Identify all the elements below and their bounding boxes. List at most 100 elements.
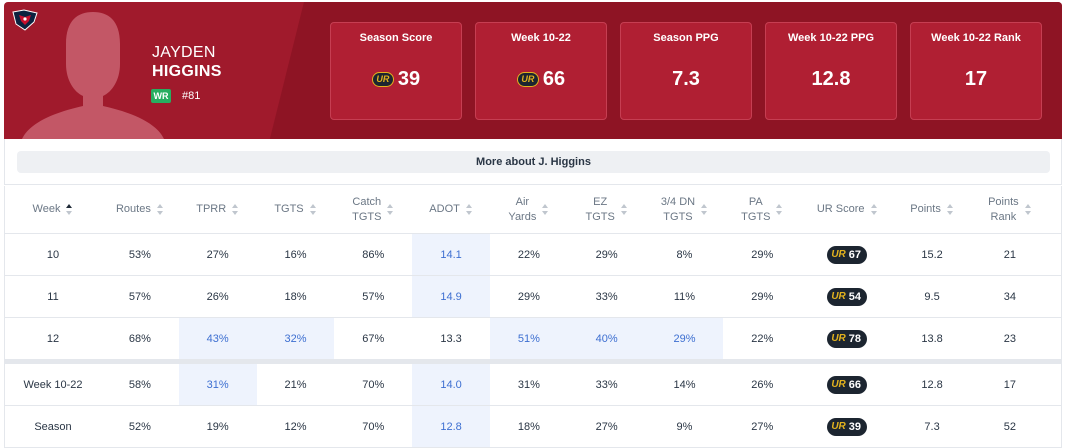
table-cell: 22% bbox=[751, 332, 774, 345]
column-header[interactable]: 3/4 DN TGTS bbox=[646, 186, 724, 233]
table-cell: Season bbox=[34, 420, 72, 433]
table-cell: 11 bbox=[47, 290, 59, 303]
ur-logo-text: UR bbox=[376, 73, 390, 84]
table-row: 11 57% 26% 18% 57% 14.9 29% 33% 11% 29% UR 54 9.5 34 bbox=[5, 276, 1061, 318]
table-cell: 32% bbox=[256, 318, 335, 359]
stat-card-value: 66 bbox=[542, 67, 566, 90]
table-cell: 31% bbox=[178, 364, 257, 405]
table-cell: 27% bbox=[595, 420, 618, 433]
column-header-label: 3/4 DN TGTS bbox=[661, 195, 695, 225]
column-header[interactable]: Points Rank bbox=[971, 186, 1049, 233]
column-header[interactable]: TGTS bbox=[257, 186, 335, 233]
player-header: JAYDEN HIGGINS WR #81 Season Score UR 39 We… bbox=[4, 2, 1062, 139]
table-cell: 86% bbox=[362, 248, 385, 261]
column-header-line: PA bbox=[748, 195, 763, 208]
table-cell: Week 10-22 bbox=[23, 378, 83, 391]
player-first-name: JAYDEN bbox=[152, 44, 216, 61]
column-header-line: Week bbox=[32, 203, 61, 215]
ur-logo-icon: UR bbox=[831, 333, 846, 344]
table-cell: 40% bbox=[567, 318, 646, 359]
more-about-button[interactable]: More about J. Higgins bbox=[17, 151, 1050, 173]
sort-arrows-icon[interactable] bbox=[66, 204, 73, 215]
table-cell: 29% bbox=[645, 318, 724, 359]
ur-logo-icon: UR bbox=[831, 249, 846, 260]
table-cell: 9% bbox=[676, 420, 693, 433]
sort-arrows-icon[interactable] bbox=[156, 204, 164, 215]
player-silhouette bbox=[22, 12, 164, 139]
stat-card-week-10-22-ppg: Week 10-22 PPG 12.8 bbox=[765, 22, 897, 120]
stat-card-label: Season PPG bbox=[653, 32, 719, 44]
stat-card-label: Season Score bbox=[359, 32, 433, 44]
column-header-line: Catch bbox=[352, 195, 382, 208]
column-header[interactable]: UR Score bbox=[801, 186, 893, 233]
sort-arrows-icon[interactable] bbox=[701, 204, 708, 215]
column-header-label: EZ TGTS bbox=[586, 195, 615, 225]
sort-arrows-icon[interactable] bbox=[776, 204, 783, 215]
column-header-line: 3/4 DN bbox=[660, 195, 696, 208]
sort-arrows-icon[interactable] bbox=[232, 204, 239, 215]
table-cell: 53% bbox=[128, 248, 151, 261]
stat-card-value: 7.3 bbox=[672, 67, 700, 90]
sort-arrows-icon[interactable] bbox=[309, 204, 317, 215]
stat-card-value-row: UR 66 bbox=[476, 68, 606, 90]
table-cell: 29% bbox=[751, 290, 774, 303]
sort-arrows-icon[interactable] bbox=[465, 204, 473, 215]
column-header-line: Points bbox=[988, 195, 1019, 208]
column-header[interactable]: Points bbox=[893, 186, 971, 233]
stat-card-label: Week 10-22 Rank bbox=[931, 32, 1021, 44]
column-header-label: Points bbox=[910, 202, 941, 217]
ur-logo-icon: UR bbox=[831, 291, 846, 302]
table-cell: 27% bbox=[751, 420, 774, 433]
sort-arrows-icon[interactable] bbox=[870, 204, 878, 215]
sort-arrows-icon[interactable] bbox=[542, 204, 549, 215]
table-cell: 12.8 bbox=[921, 378, 943, 391]
table-cell: 58% bbox=[128, 378, 151, 391]
sort-arrows-icon[interactable] bbox=[620, 204, 628, 215]
column-header[interactable]: Week bbox=[5, 186, 101, 233]
table-cell: 70% bbox=[362, 378, 385, 391]
table-cell: 13.8 bbox=[921, 332, 943, 345]
column-header[interactable]: Air Yards bbox=[490, 186, 568, 233]
stat-card-value-row: UR 39 bbox=[331, 68, 461, 90]
column-header[interactable]: Routes bbox=[101, 186, 179, 233]
table-cell: 57% bbox=[128, 290, 151, 303]
table-cell: 34 bbox=[1003, 290, 1016, 303]
table-cell: UR 39 bbox=[801, 406, 893, 447]
table-cell: 9.5 bbox=[924, 290, 940, 303]
column-header[interactable]: TPRR bbox=[179, 186, 257, 233]
ur-score-value: 39 bbox=[848, 420, 862, 433]
column-header-line: Points bbox=[910, 203, 941, 215]
column-header[interactable]: EZ TGTS bbox=[568, 186, 646, 233]
table-cell: 18% bbox=[517, 420, 540, 433]
table-cell: UR 78 bbox=[801, 318, 893, 359]
column-header[interactable]: PA TGTS bbox=[723, 186, 801, 233]
ur-score-value: 54 bbox=[848, 290, 862, 303]
sort-arrows-icon[interactable] bbox=[1024, 204, 1032, 215]
column-header[interactable]: ADOT bbox=[412, 186, 490, 233]
table-cell: 43% bbox=[178, 318, 257, 359]
column-header-label: TPRR bbox=[196, 202, 226, 217]
table-cell: 33% bbox=[595, 378, 618, 391]
ur-score-value: 67 bbox=[848, 248, 862, 261]
column-header[interactable]: Catch TGTS bbox=[334, 186, 412, 233]
table-cell: 26% bbox=[206, 290, 229, 303]
stat-card-value-row: 7.3 bbox=[621, 68, 751, 90]
column-header-line: Rank bbox=[990, 210, 1017, 223]
table-cell: 11% bbox=[673, 290, 696, 303]
column-header-line: Air bbox=[515, 195, 530, 208]
jersey-number: #81 bbox=[182, 90, 201, 102]
table-cell: 33% bbox=[595, 290, 618, 303]
column-header-line: TGTS bbox=[352, 210, 382, 223]
player-last-name: HIGGINS bbox=[152, 63, 222, 80]
table-row: 12 68% 43% 32% 67% 13.3 51% 40% 29% 22% UR 78 13.8 23 bbox=[5, 318, 1061, 360]
sort-arrows-icon[interactable] bbox=[387, 204, 394, 215]
stat-card-season-ppg: Season PPG 7.3 bbox=[620, 22, 752, 120]
column-header-line: ADOT bbox=[429, 203, 460, 215]
position-badge: WR bbox=[151, 89, 171, 103]
table-cell: 14.0 bbox=[412, 364, 490, 405]
summary-row: Season 52% 19% 12% 70% 12.8 18% 27% 9% 27% UR 39 7.3… bbox=[5, 406, 1061, 448]
table-cell: 31% bbox=[517, 378, 540, 391]
table-cell: 57% bbox=[362, 290, 385, 303]
column-header-line: EZ bbox=[593, 195, 608, 208]
sort-arrows-icon[interactable] bbox=[946, 204, 954, 215]
